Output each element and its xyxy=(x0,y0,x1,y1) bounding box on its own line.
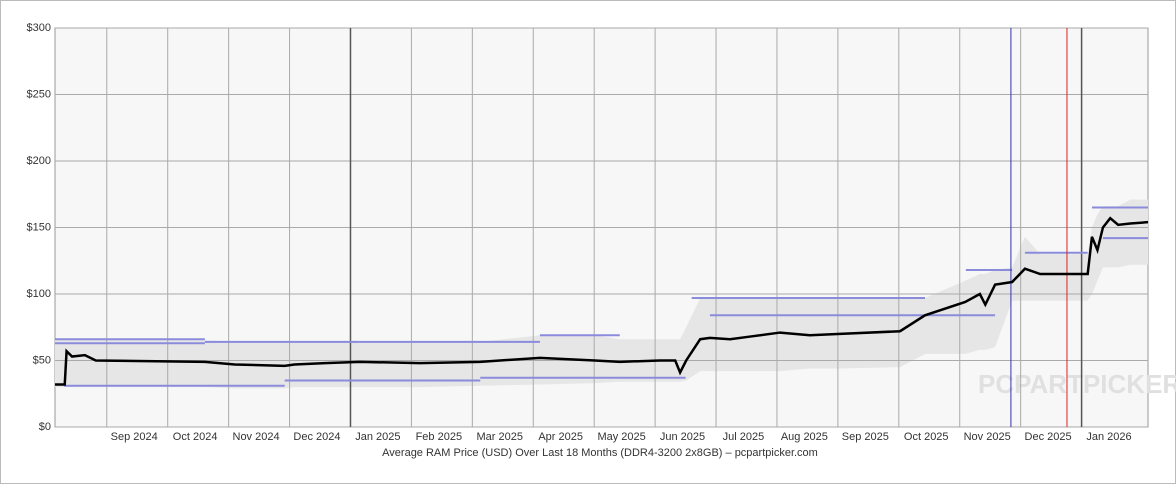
x-tick-label: Apr 2025 xyxy=(538,431,583,443)
x-tick-label: Dec 2024 xyxy=(293,431,340,443)
y-tick-label: $250 xyxy=(27,88,51,100)
price-range-band xyxy=(55,199,1148,389)
x-tick-label: Oct 2024 xyxy=(173,431,218,443)
x-tick-label: Oct 2025 xyxy=(904,431,949,443)
x-tick-label: Jul 2025 xyxy=(723,431,765,443)
y-tick-label: $100 xyxy=(27,288,51,300)
y-tick-label: $200 xyxy=(27,155,51,167)
x-tick-label: Aug 2025 xyxy=(781,431,828,443)
y-tick-label: $50 xyxy=(33,354,51,366)
x-tick-label: Sep 2025 xyxy=(842,431,889,443)
x-tick-label: Dec 2025 xyxy=(1025,431,1072,443)
y-tick-label: $0 xyxy=(39,421,51,433)
watermark: PCPARTPICKER xyxy=(978,369,1176,399)
x-tick-label: May 2025 xyxy=(597,431,645,443)
caption: Average RAM Price (USD) Over Last 18 Mon… xyxy=(382,447,818,459)
y-tick-label: $300 xyxy=(27,22,51,34)
x-tick-label: Mar 2025 xyxy=(477,431,523,443)
x-tick-label: Sep 2024 xyxy=(111,431,158,443)
x-tick-label: Jun 2025 xyxy=(660,431,705,443)
average-price-line xyxy=(55,216,1149,386)
y-tick-label: $150 xyxy=(27,221,51,233)
x-tick-label: Jan 2026 xyxy=(1086,431,1131,443)
x-tick-label: Nov 2024 xyxy=(233,431,280,443)
x-tick-label: Feb 2025 xyxy=(416,431,462,443)
x-tick-label: Nov 2025 xyxy=(964,431,1011,443)
x-tick-label: Jan 2025 xyxy=(355,431,400,443)
